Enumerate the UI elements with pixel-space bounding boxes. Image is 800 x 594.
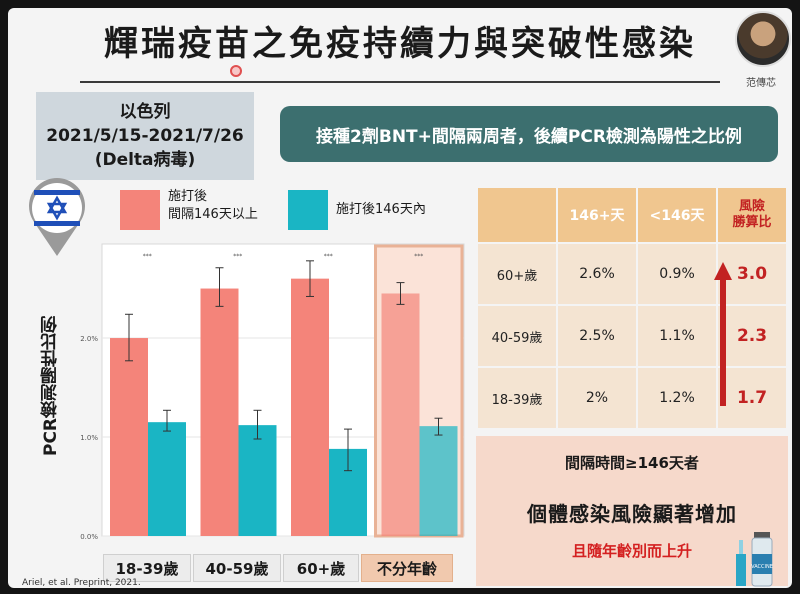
date-range: 2021/5/15-2021/7/26	[46, 126, 244, 146]
y-tick-label: 1.0%	[80, 434, 98, 442]
row-age: 60+歲	[476, 242, 558, 306]
row-over146: 2.6%	[556, 242, 638, 306]
conclusion-line2: 個體感染風險顯著增加	[527, 502, 737, 526]
slide: 輝瑞疫苗之免疫持續力與突破性感染 范傳芯 以色列 2021/5/15-2021/…	[8, 8, 792, 588]
vaccine-vial-icon: VACCINE	[736, 532, 773, 587]
y-tick-label: 2.0%	[80, 335, 98, 343]
country-box: 以色列 2021/5/15-2021/7/26 (Delta病毒)	[36, 92, 254, 180]
category-label-highlight: 不分年齡	[361, 554, 453, 582]
table-row: 60+歲 2.6% 0.9% 3.0	[476, 242, 788, 306]
conclusion-box: 間隔時間≥146天者 個體感染風險顯著增加 且隨年齡別而上升	[476, 436, 788, 586]
significance-label: ***	[143, 253, 152, 260]
y-axis-label: PCR檢測陽性比例	[41, 315, 61, 457]
significance-label: ***	[324, 253, 333, 260]
vaccine-label: VACCINE	[751, 564, 773, 570]
table-header-over146: 146+天	[556, 186, 638, 244]
significance-label: ***	[233, 253, 242, 260]
country-name: 以色列	[119, 102, 171, 122]
y-tick-label: 0.0%	[80, 533, 98, 541]
row-under146: 1.2%	[636, 366, 718, 430]
table-row: 40-59歲 2.5% 1.1% 2.3	[476, 304, 788, 368]
bar-over146	[110, 338, 148, 536]
row-age: 18-39歲	[476, 366, 558, 430]
table-header-risk: 風險 勝算比	[716, 186, 788, 244]
row-over146: 2%	[556, 366, 638, 430]
israel-flag-pin-icon	[29, 178, 86, 256]
speaker-name: 范傳芯	[746, 78, 776, 89]
row-risk: 2.3	[716, 304, 788, 368]
title-divider	[80, 81, 720, 83]
table-header-under146: <146天	[636, 186, 718, 244]
row-under146: 0.9%	[636, 242, 718, 306]
bar-under146	[238, 425, 277, 536]
category-label: 40-59歲	[193, 554, 281, 582]
row-under146: 1.1%	[636, 304, 718, 368]
bar-chart: 0.0% 1.0% 2.0% *** *** *** ***	[80, 243, 465, 541]
category-labels: 18-39歲 40-59歲 60+歲 不分年齡	[103, 554, 465, 584]
row-over146: 2.5%	[556, 304, 638, 368]
table-header-empty	[476, 186, 558, 244]
speaker-avatar	[735, 11, 791, 67]
conclusion-line1: 間隔時間≥146天者	[565, 454, 699, 472]
legend-label-under146: 施打後146天內	[336, 202, 426, 217]
source-citation: Ariel, et al. Preprint, 2021.	[22, 578, 141, 588]
category-label: 18-39歲	[103, 554, 191, 582]
table-row: 18-39歲 2% 1.2% 1.7	[476, 366, 788, 430]
bar-over146	[200, 288, 239, 536]
bar-under146	[148, 422, 186, 536]
banner: 接種2劑BNT+間隔兩周者，後續PCR檢測為陽性之比例	[280, 106, 778, 162]
legend-swatch-over146	[120, 190, 160, 230]
legend-label-over146: 施打後 間隔146天以上	[168, 189, 258, 222]
row-age: 40-59歲	[476, 304, 558, 368]
arrow-up-icon	[714, 262, 732, 406]
page-title: 輝瑞疫苗之免疫持續力與突破性感染	[104, 24, 696, 64]
significance-label: ***	[414, 253, 423, 260]
bar-over146	[291, 278, 329, 536]
pointer-dot	[230, 65, 242, 77]
bar-under146	[419, 426, 458, 536]
legend-swatch-under146	[288, 190, 328, 230]
row-risk: 1.7	[716, 366, 788, 430]
table-header-row: 146+天 <146天 風險 勝算比	[476, 186, 788, 244]
variant-label: (Delta病毒)	[94, 150, 196, 170]
bar-over146	[381, 293, 420, 536]
category-label: 60+歲	[283, 554, 359, 582]
risk-table: 146+天 <146天 風險 勝算比 60+歲 2.6% 0.9% 3.0 40…	[476, 186, 788, 430]
conclusion-line3: 且隨年齡別而上升	[571, 542, 692, 560]
